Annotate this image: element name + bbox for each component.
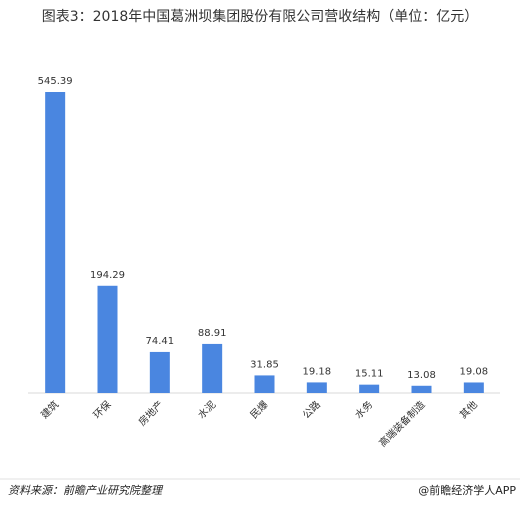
value-label: 545.39 <box>38 76 73 87</box>
value-label: 194.29 <box>90 270 125 281</box>
value-label: 31.85 <box>250 359 279 370</box>
x-tick-label: 建筑 <box>38 398 61 421</box>
chart-title: 图表3：2018年中国葛洲坝集团股份有限公司营收结构（单位：亿元） <box>41 9 479 25</box>
x-tick-label: 民爆 <box>248 399 271 422</box>
x-tick-label: 高端装备制造 <box>376 398 428 450</box>
x-tick-label: 公路 <box>300 398 323 421</box>
value-label: 19.18 <box>303 366 332 377</box>
bar <box>306 382 327 393</box>
bar <box>202 343 223 393</box>
x-tick-label: 环保 <box>90 398 113 421</box>
x-tick-label: 其他 <box>457 398 480 421</box>
value-label: 88.91 <box>198 328 227 339</box>
bar <box>411 385 432 393</box>
bar <box>45 92 66 393</box>
bar <box>359 384 380 393</box>
bar <box>463 382 484 393</box>
value-label: 74.41 <box>146 336 175 347</box>
bar <box>254 375 275 393</box>
x-tick-label: 房地产 <box>136 398 166 428</box>
value-label: 13.08 <box>407 370 436 381</box>
source: 资料来源：前瞻产业研究院整理 <box>8 484 164 497</box>
x-tick-label: 水泥 <box>195 398 218 421</box>
value-label: 19.08 <box>460 366 489 377</box>
bar <box>97 285 118 393</box>
brand: @前瞻经济学人APP <box>418 483 516 497</box>
bar <box>149 351 170 393</box>
value-label: 15.11 <box>355 369 384 380</box>
x-tick-label: 水务 <box>352 398 375 421</box>
